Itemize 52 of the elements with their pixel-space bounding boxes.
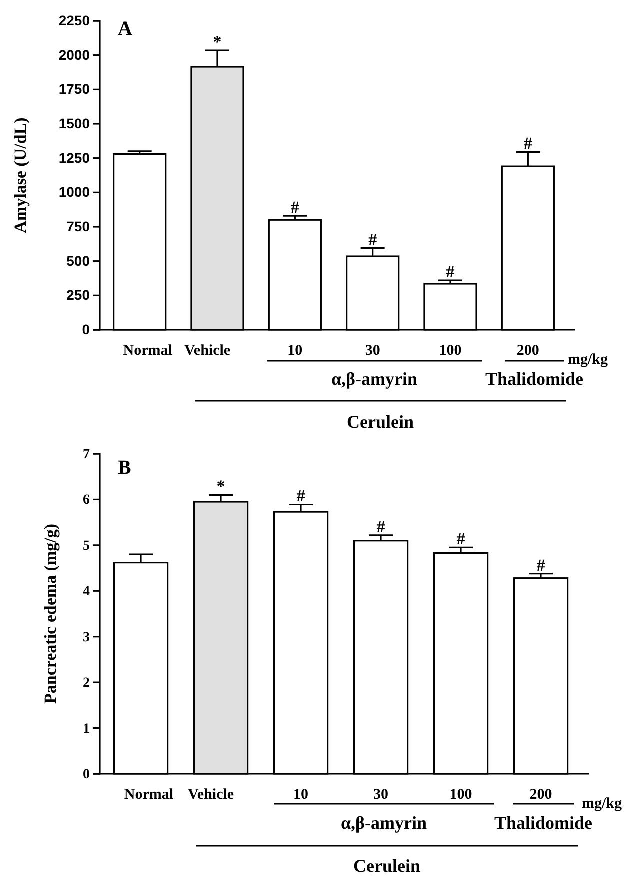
annotation: # [536,556,546,575]
annotation: B [118,457,132,479]
text: mg/kg [582,796,622,812]
annotation: # [524,134,533,154]
text: Thalidomide [494,813,593,833]
x-tick-label: Vehicle [184,343,231,359]
x-tick-label: 200 [516,343,540,359]
annotation: # [456,530,466,549]
y-axis-title: Pancreatic edema (mg/g) [40,524,60,704]
annotation: # [376,517,386,536]
annotation: * [216,477,226,496]
y-axis-title: Amylase (U/dL) [10,118,30,234]
y-tick-label: 2250 [58,12,90,28]
y-tick-label: 1250 [58,150,90,166]
y-tick-label: 2 [83,676,90,692]
x-tick-label: 100 [439,343,462,359]
y-tick-label: 1 [83,722,90,737]
x-tick-label: 30 [374,787,388,803]
y-tick-label: 250 [66,287,90,304]
y-tick-label: 750 [66,218,90,234]
y-tick-label: 500 [66,252,90,269]
y-tick-label: 0 [82,321,90,338]
annotation: # [290,198,300,218]
y-tick-label: 7 [83,447,90,462]
x-tick-label: 10 [294,787,308,803]
y-tick-label: 1750 [58,81,90,98]
text: Thalidomide [485,369,584,389]
text: mg/kg [568,352,608,368]
annotation: # [296,486,306,506]
annotation: * [213,32,222,52]
annotation: # [368,230,378,250]
y-tick-label: 1000 [58,184,90,200]
text: Cerulein [347,412,414,432]
y-tick-label: 2000 [58,46,90,63]
x-tick-label: 200 [530,787,552,803]
x-tick-label: 30 [365,343,380,359]
y-tick-label: 3 [83,630,90,646]
text: Cerulein [354,856,420,876]
x-tick-label: 100 [450,787,472,803]
y-tick-label: 0 [83,767,90,782]
annotation: A [118,18,133,40]
annotation: # [446,262,456,282]
x-tick-label: Vehicle [188,787,234,803]
text: α,β-amyrin [331,369,418,389]
text: α,β-amyrin [340,813,428,833]
x-tick-label: Normal [124,787,174,803]
x-tick-label: 10 [288,343,303,359]
x-tick-label: Normal [123,343,172,359]
y-tick-label: 6 [83,493,90,508]
y-tick-label: 5 [83,538,90,554]
y-tick-label: 1500 [58,115,90,132]
y-tick-label: 4 [83,584,90,600]
